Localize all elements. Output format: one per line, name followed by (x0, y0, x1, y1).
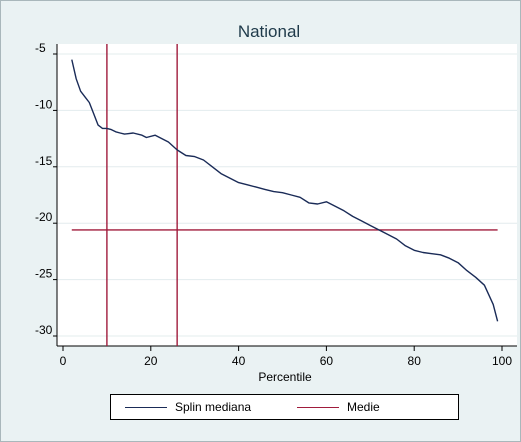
plot-area (57, 44, 517, 346)
x-tick-label: 40 (232, 354, 246, 368)
legend: Splin mediana Medie (110, 394, 459, 420)
axes: -5 -10 -15 -20 -25 -30 0 20 40 60 80 100 (35, 41, 517, 368)
y-tick-label: -20 (35, 210, 53, 224)
x-tick-label: 0 (60, 354, 67, 368)
y-tick-label: -25 (35, 267, 53, 281)
legend-item-medie: Medie (297, 395, 380, 419)
x-tick-label: 80 (408, 354, 422, 368)
legend-label-medie: Medie (347, 400, 380, 414)
splin-mediana-line (71, 59, 499, 322)
x-tick-label: 60 (320, 354, 334, 368)
legend-label-splin-mediana: Splin mediana (175, 400, 252, 414)
y-tick-label: -5 (35, 41, 46, 55)
y-tick-label: -15 (35, 154, 53, 168)
x-tick-label: 100 (492, 354, 512, 368)
legend-item-splin-mediana: Splin mediana (125, 395, 251, 419)
legend-swatch-splin-mediana (125, 406, 167, 408)
chart-title: National (238, 22, 300, 41)
legend-swatch-medie (297, 406, 339, 408)
grid-lines (57, 53, 517, 337)
chart-marks (71, 44, 499, 346)
y-tick-label: -30 (35, 323, 53, 337)
x-axis-label: Percentile (258, 370, 312, 384)
y-tick-label: -10 (35, 97, 53, 111)
x-tick-label: 20 (144, 354, 158, 368)
